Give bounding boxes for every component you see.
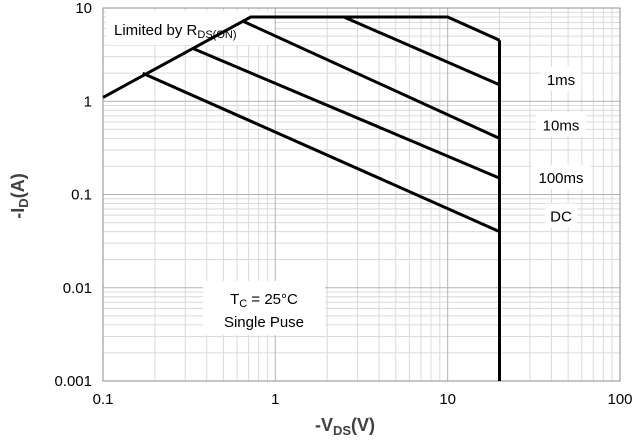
condition-temperature: TC = 25°C (230, 291, 298, 310)
x-axis-title: -VDS(V) (315, 415, 375, 438)
series-label-1ms: 1ms (547, 72, 575, 89)
x-tick-label: 10 (439, 391, 456, 408)
major-gridlines (103, 8, 620, 381)
y-tick-label: 10 (75, 0, 92, 17)
y-tick-label: 0.01 (63, 280, 92, 297)
y-tick-label: 1 (84, 93, 92, 110)
series-label-100ms: 100ms (538, 170, 583, 187)
series-line-dc-4 (142, 71, 501, 233)
series-line-1ms-0 (102, 15, 501, 99)
series-label-box (531, 165, 591, 190)
series-line-100ms-3 (191, 46, 501, 180)
x-tick-label: 1 (271, 391, 279, 408)
series-label-box (536, 112, 586, 137)
series-label-box (545, 203, 577, 228)
series-labels: 1ms 10ms 100ms DC (531, 66, 591, 228)
conditions-box (203, 281, 325, 335)
x-tick-labels: 0.1 1 10 100 (93, 391, 633, 408)
x-tick-label: 0.1 (93, 391, 114, 408)
series-line-10ms-2 (242, 19, 501, 140)
condition-mode: Single Puse (224, 314, 304, 331)
series-label-dc: DC (550, 209, 572, 226)
x-tick-label: 100 (607, 391, 632, 408)
series-line-1ms-1 (343, 15, 501, 87)
plot-frame (102, 7, 621, 382)
series-label-10ms: 10ms (543, 117, 580, 134)
y-tick-labels: 0.001 0.01 0.1 1 10 (54, 0, 92, 390)
y-tick-label: 0.1 (71, 187, 92, 204)
limit-note-box (106, 11, 274, 45)
series-lines (102, 15, 501, 381)
y-tick-label: 0.001 (54, 373, 92, 390)
y-axis-title: -ID(A) (8, 173, 31, 218)
series-label-box (540, 66, 582, 91)
